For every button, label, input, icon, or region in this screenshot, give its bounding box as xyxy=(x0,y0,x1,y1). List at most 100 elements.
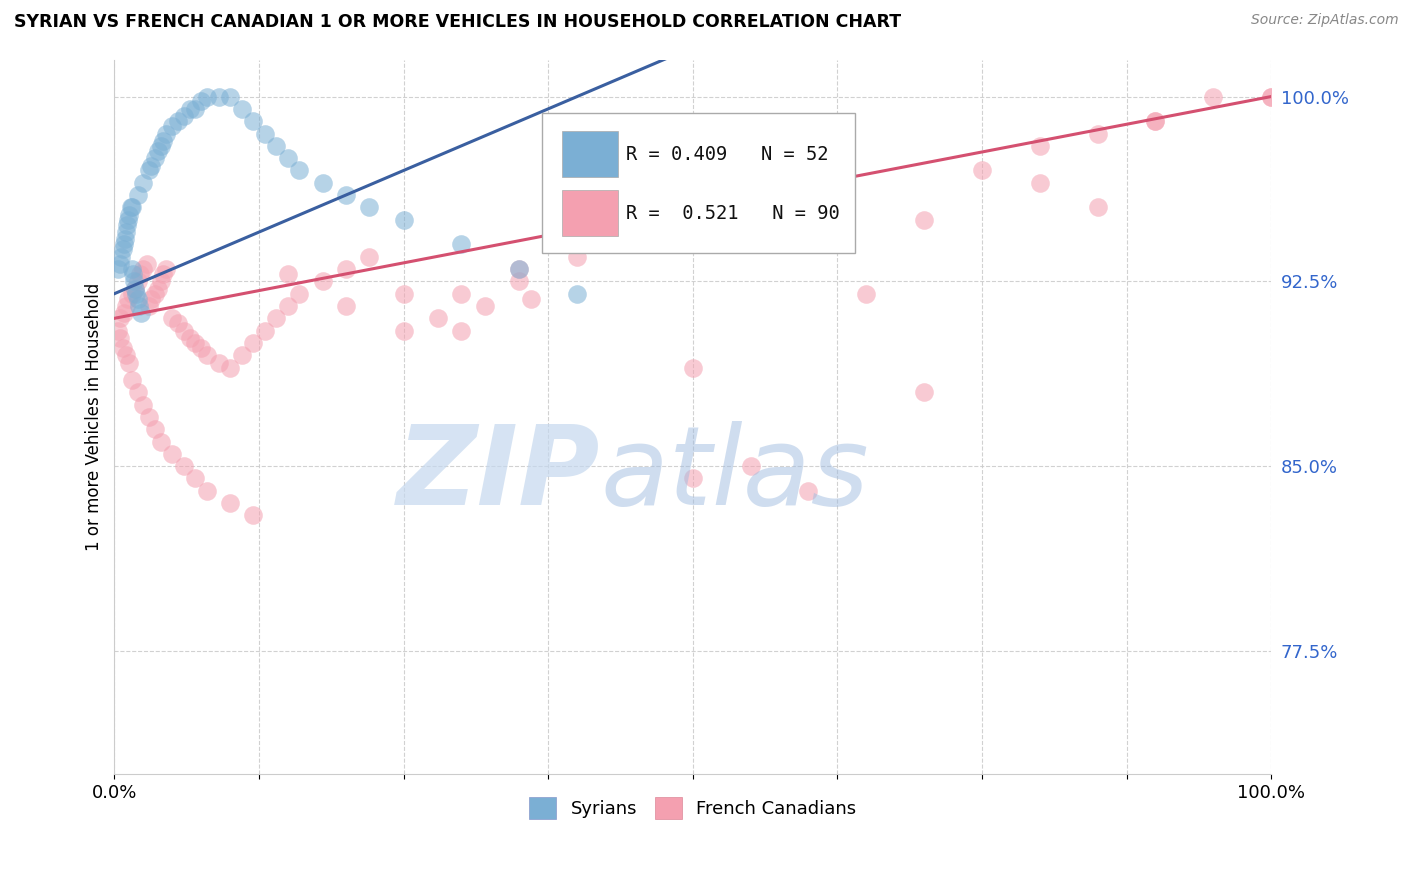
Point xyxy=(682,471,704,485)
Point xyxy=(121,286,143,301)
Point xyxy=(127,188,149,202)
Point xyxy=(173,109,195,123)
Point xyxy=(231,102,253,116)
Text: atlas: atlas xyxy=(600,420,869,527)
Point xyxy=(118,208,141,222)
Point xyxy=(190,341,212,355)
Text: ZIP: ZIP xyxy=(396,420,600,527)
Point xyxy=(508,262,530,277)
Point xyxy=(162,447,184,461)
Point xyxy=(121,373,143,387)
Point xyxy=(195,483,218,498)
Point xyxy=(277,299,299,313)
Point xyxy=(162,119,184,133)
Point xyxy=(231,348,253,362)
Point xyxy=(143,422,166,436)
Point xyxy=(855,286,877,301)
Point xyxy=(508,274,530,288)
Point xyxy=(125,286,148,301)
FancyBboxPatch shape xyxy=(562,131,617,178)
Point xyxy=(111,341,134,355)
Point xyxy=(357,250,380,264)
Point xyxy=(912,212,935,227)
Point xyxy=(335,299,357,313)
Point xyxy=(740,459,762,474)
Point xyxy=(122,274,145,288)
Point xyxy=(124,282,146,296)
Point xyxy=(219,496,242,510)
Point xyxy=(357,201,380,215)
Point xyxy=(107,324,129,338)
Point xyxy=(135,257,157,271)
Point xyxy=(149,274,172,288)
Point xyxy=(127,292,149,306)
Point xyxy=(141,159,163,173)
Point xyxy=(112,237,135,252)
Point xyxy=(108,257,131,271)
Text: R =  0.521   N = 90: R = 0.521 N = 90 xyxy=(626,203,839,223)
Point xyxy=(195,348,218,362)
Point xyxy=(173,324,195,338)
Legend: Syrians, French Canadians: Syrians, French Canadians xyxy=(522,789,863,826)
Point xyxy=(508,262,530,277)
Point xyxy=(152,134,174,148)
Point xyxy=(1087,201,1109,215)
Point xyxy=(1260,89,1282,103)
Point xyxy=(107,262,129,277)
Point xyxy=(143,286,166,301)
Point xyxy=(311,274,333,288)
Point xyxy=(138,299,160,313)
Point xyxy=(121,262,143,277)
Point xyxy=(115,225,138,239)
Point xyxy=(179,102,201,116)
Point xyxy=(565,250,588,264)
Point xyxy=(797,483,820,498)
Point xyxy=(179,331,201,345)
Point xyxy=(152,267,174,281)
Point xyxy=(1029,138,1052,153)
FancyBboxPatch shape xyxy=(562,190,617,236)
Point xyxy=(162,311,184,326)
Point xyxy=(288,286,311,301)
FancyBboxPatch shape xyxy=(543,113,855,252)
Point xyxy=(132,176,155,190)
Point xyxy=(112,306,135,320)
Point xyxy=(155,127,177,141)
Point xyxy=(111,243,134,257)
Point xyxy=(115,299,138,313)
Point xyxy=(114,232,136,246)
Point xyxy=(148,144,170,158)
Point xyxy=(266,138,288,153)
Point xyxy=(110,250,132,264)
Text: Source: ZipAtlas.com: Source: ZipAtlas.com xyxy=(1251,13,1399,28)
Point xyxy=(108,331,131,345)
Point xyxy=(543,237,565,252)
Point xyxy=(138,163,160,178)
Point xyxy=(115,218,138,232)
Point xyxy=(1144,114,1167,128)
Point xyxy=(335,262,357,277)
Point xyxy=(277,267,299,281)
Point xyxy=(1087,127,1109,141)
Point xyxy=(242,335,264,350)
Point xyxy=(242,508,264,523)
Point xyxy=(118,356,141,370)
Point xyxy=(184,335,207,350)
Point xyxy=(167,316,190,330)
Point xyxy=(253,324,276,338)
Point xyxy=(132,398,155,412)
Point xyxy=(120,201,142,215)
Point xyxy=(117,292,139,306)
Point xyxy=(450,286,472,301)
Point xyxy=(132,262,155,277)
Point xyxy=(138,409,160,424)
Text: SYRIAN VS FRENCH CANADIAN 1 OR MORE VEHICLES IN HOUSEHOLD CORRELATION CHART: SYRIAN VS FRENCH CANADIAN 1 OR MORE VEHI… xyxy=(14,13,901,31)
Point xyxy=(565,286,588,301)
Point xyxy=(141,292,163,306)
Point xyxy=(121,201,143,215)
Text: R = 0.409   N = 52: R = 0.409 N = 52 xyxy=(626,145,828,164)
Point xyxy=(1260,89,1282,103)
Point xyxy=(115,348,138,362)
Point xyxy=(184,471,207,485)
Point xyxy=(970,163,993,178)
